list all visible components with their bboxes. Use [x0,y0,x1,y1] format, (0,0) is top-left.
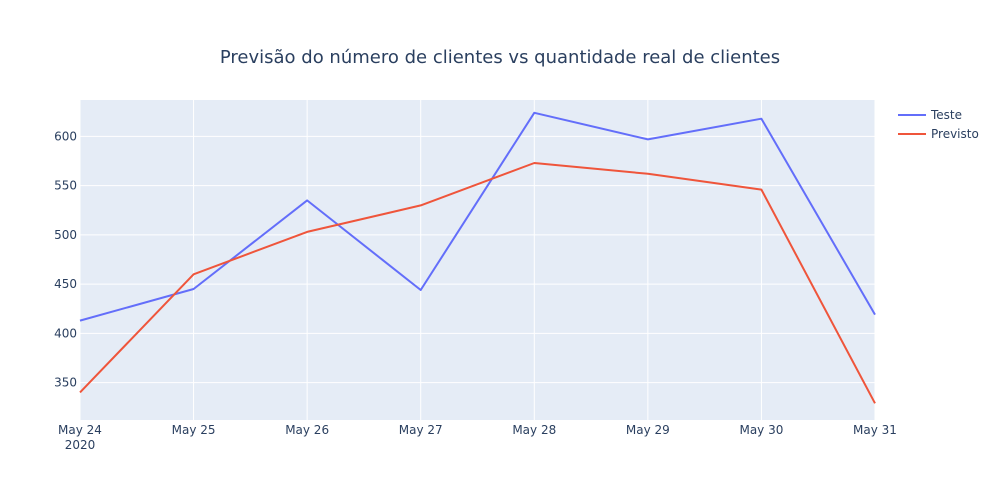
y-tick-label: 600 [54,129,77,143]
chart-title: Previsão do número de clientes vs quanti… [220,47,780,68]
y-tick-label: 350 [54,376,77,390]
y-tick-label: 500 [54,228,77,242]
legend[interactable]: Teste Previsto [898,108,979,141]
y-tick-label: 450 [54,277,77,291]
legend-label-teste: Teste [930,108,962,122]
legend-label-previsto: Previsto [931,127,979,141]
x-tick-label: May 26 [285,423,329,437]
y-tick-label: 550 [54,179,77,193]
y-axis-ticks: 350 400 450 500 550 600 [54,129,77,389]
y-tick-label: 400 [54,326,77,340]
x-tick-label: May 24 [58,423,102,437]
grid-lines [79,100,876,420]
plot-area [80,100,875,420]
series-lines [79,111,876,404]
x-axis-year-label: 2020 [65,438,96,452]
x-tick-label: May 29 [626,423,670,437]
series-line-previsto [79,162,876,404]
series-line-teste [79,111,876,322]
x-tick-label: May 31 [853,423,897,437]
x-tick-label: May 25 [172,423,216,437]
x-axis-ticks: May 24 May 25 May 26 May 27 May 28 May 29 May … [58,423,897,437]
x-tick-label: May 28 [512,423,556,437]
x-tick-label: May 27 [399,423,443,437]
x-tick-label: May 30 [739,423,783,437]
